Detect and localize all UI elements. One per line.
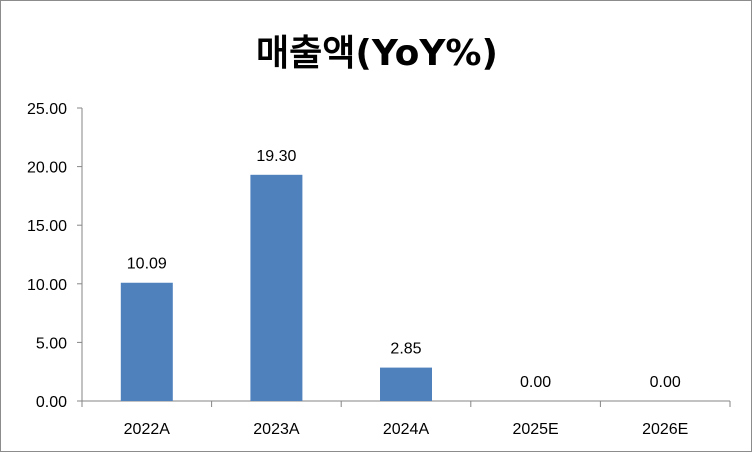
x-tick-label: 2024A bbox=[383, 421, 430, 438]
chart-title: 매출액(YoY%) bbox=[256, 33, 498, 74]
data-label: 0.00 bbox=[650, 374, 681, 391]
y-tick-label: 5.00 bbox=[36, 335, 67, 352]
bar bbox=[120, 282, 173, 401]
axes: 0.00 5.00 10.00 15.00 20.00 25.00 2022A 2023A 20… bbox=[27, 101, 731, 438]
x-tick-label: 2026E bbox=[642, 421, 688, 438]
x-tick-label: 2022A bbox=[124, 421, 171, 438]
x-tick-label: 2025E bbox=[512, 421, 558, 438]
bar bbox=[250, 174, 303, 401]
bars bbox=[120, 174, 432, 401]
x-tick-label: 2023A bbox=[253, 421, 300, 438]
y-tick-label: 10.00 bbox=[27, 277, 67, 294]
y-tick-label: 0.00 bbox=[36, 394, 67, 411]
y-tick-label: 15.00 bbox=[27, 218, 67, 235]
y-tick-label: 25.00 bbox=[27, 101, 67, 118]
data-labels: 10.09 19.30 2.85 0.00 0.00 bbox=[127, 148, 681, 391]
y-tick-label: 20.00 bbox=[27, 160, 67, 177]
data-label: 0.00 bbox=[520, 374, 551, 391]
data-label: 2.85 bbox=[390, 341, 421, 358]
data-label: 19.30 bbox=[256, 148, 296, 165]
bar bbox=[380, 367, 432, 401]
data-label: 10.09 bbox=[127, 256, 167, 273]
